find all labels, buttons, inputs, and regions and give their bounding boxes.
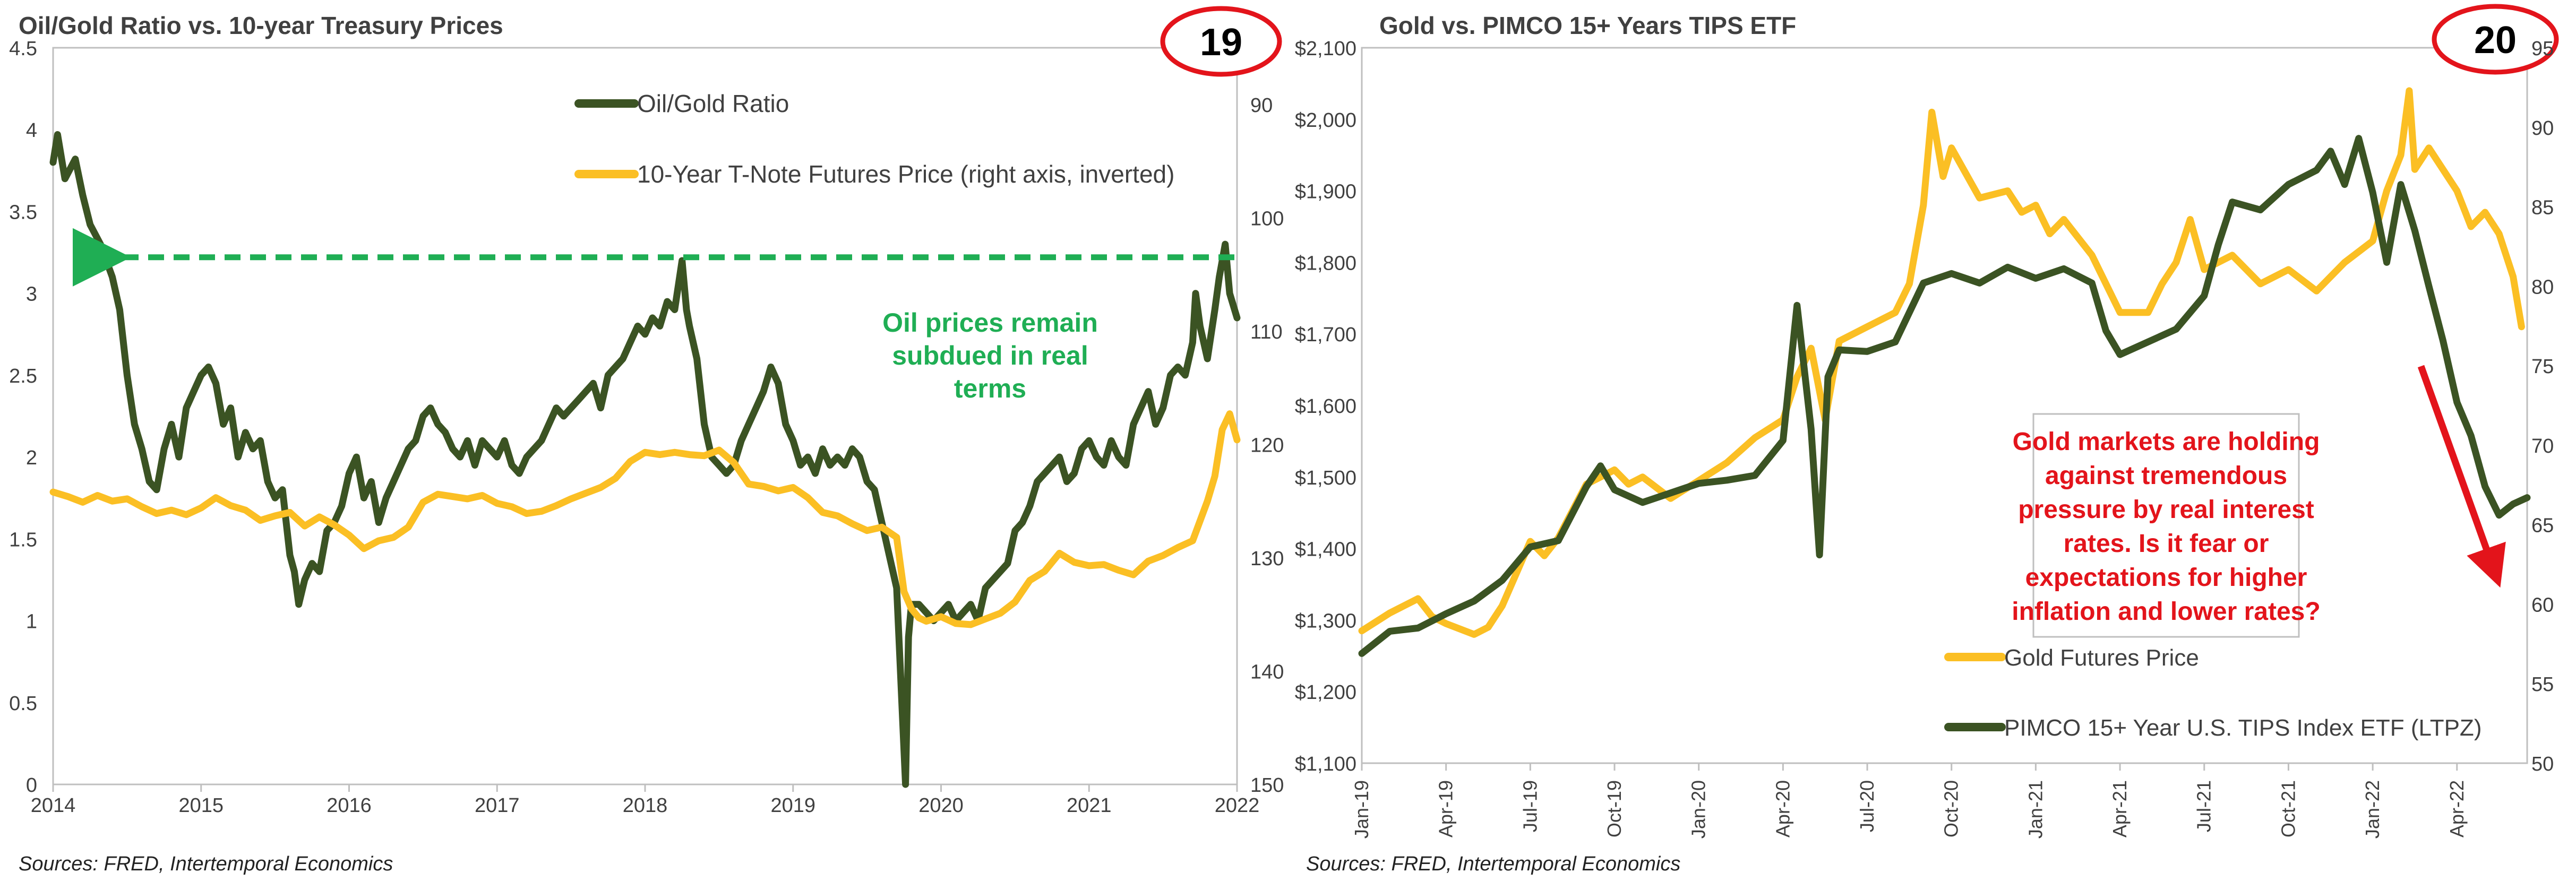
legend-label: 10-Year T-Note Futures Price (right axis… (637, 160, 1174, 188)
x-tick-label: Apr-20 (1772, 780, 1793, 837)
y-right-tick-label: 150 (1250, 774, 1284, 797)
x-tick-label: 2022 (1215, 794, 1260, 817)
chart-title: Gold vs. PIMCO 15+ Years TIPS ETF (1379, 12, 1796, 39)
annotation-text: rates. Is it fear or (2064, 530, 2269, 558)
x-tick-label: 2016 (327, 794, 372, 817)
annotation-text: inflation and lower rates? (2012, 598, 2320, 626)
x-tick-label: Jul-21 (2193, 780, 2215, 832)
chart19-chart: Oil/Gold Ratio vs. 10-year Treasury Pric… (9, 6, 1284, 817)
x-tick-label: Jul-19 (1519, 780, 1541, 832)
x-tick-label: 2015 (178, 794, 224, 817)
y-left-tick-label: 3 (26, 283, 37, 306)
y-right-tick-label: 55 (2531, 673, 2554, 696)
x-tick-label: 2014 (31, 794, 76, 817)
y-right-tick-label: 110 (1250, 321, 1283, 343)
y-left-tick-label: $1,100 (1295, 753, 1356, 775)
y-right-tick-label: 80 (2531, 276, 2554, 298)
y-left-tick-label: 1 (26, 611, 37, 633)
y-left-tick-label: $1,200 (1295, 681, 1356, 704)
x-tick-label: Apr-19 (1435, 780, 1457, 837)
y-left-tick-label: $1,900 (1295, 181, 1356, 203)
legend-label: PIMCO 15+ Year U.S. TIPS Index ETF (LTPZ… (2004, 715, 2481, 741)
badge-number: 20 (2474, 19, 2517, 62)
series-line-2 (1358, 135, 2531, 657)
badge-ring (1160, 6, 1282, 77)
x-tick-label: Oct-21 (2277, 780, 2299, 837)
y-left-tick-label: $1,500 (1295, 467, 1356, 489)
x-tick-label: 2019 (770, 794, 815, 817)
y-left-tick-label: 0 (26, 774, 37, 797)
y-left-tick-label: $1,600 (1295, 395, 1356, 418)
y-left-tick-label: 0.5 (9, 693, 37, 715)
y-right-tick-label: 50 (2531, 753, 2554, 775)
y-right-tick-label: 140 (1250, 661, 1284, 683)
x-tick-label: Jan-21 (2024, 780, 2046, 839)
badge-ring (2432, 4, 2559, 75)
y-right-tick-label: 120 (1250, 434, 1284, 456)
x-tick-label: Oct-19 (1603, 780, 1625, 837)
legend-label: Oil/Gold Ratio (637, 90, 789, 117)
x-tick-label: Jan-22 (2362, 780, 2383, 839)
x-tick-label: Jan-19 (1351, 780, 1372, 839)
annotation-text: Oil prices remain (882, 308, 1098, 338)
x-tick-label: 2018 (623, 794, 668, 817)
y-left-tick-label: 4.5 (9, 38, 37, 60)
series-line-2 (49, 410, 1241, 628)
annotation-text: terms (954, 374, 1026, 403)
y-left-tick-label: 1.5 (9, 529, 37, 551)
y-left-tick-label: 2.5 (9, 365, 37, 387)
trend-arrow (2417, 365, 2506, 588)
y-left-tick-label: 3.5 (9, 201, 37, 223)
right-sources: Sources: FRED, Intertemporal Economics (1306, 853, 1680, 875)
y-right-tick-label: 90 (1250, 94, 1273, 117)
x-tick-label: Apr-21 (2109, 780, 2131, 837)
y-right-tick-label: 60 (2531, 594, 2554, 616)
left-sources: Sources: FRED, Intertemporal Economics (19, 853, 393, 875)
y-left-tick-label: $1,300 (1295, 610, 1356, 632)
y-left-tick-label: $1,700 (1295, 324, 1356, 346)
y-right-tick-label: 85 (2531, 197, 2554, 219)
annotation-text: Gold markets are holding (2013, 428, 2320, 456)
y-right-tick-label: 95 (2531, 38, 2554, 60)
badge-number: 19 (1200, 21, 1242, 64)
y-right-tick-label: 100 (1250, 208, 1284, 230)
y-left-tick-label: $1,400 (1295, 539, 1356, 561)
annotation-text: subdued in real (892, 341, 1088, 370)
y-right-tick-label: 130 (1250, 548, 1284, 570)
y-left-tick-label: 4 (26, 119, 37, 142)
x-tick-label: 2021 (1067, 794, 1112, 817)
x-tick-label: Apr-22 (2446, 780, 2468, 837)
annotation-box (2032, 413, 2300, 638)
y-left-tick-label: $2,100 (1295, 38, 1356, 60)
y-left-tick-label: 2 (26, 447, 37, 469)
x-tick-label: Oct-20 (1940, 780, 1962, 837)
y-left-tick-label: $1,800 (1295, 252, 1356, 274)
plot-frame (1361, 47, 2528, 764)
chart20-chart: Gold vs. PIMCO 15+ Years TIPS ETF 20 $1,10… (1295, 4, 2559, 839)
y-left-tick-label: $2,000 (1295, 109, 1356, 132)
y-right-tick-label: 75 (2531, 356, 2554, 378)
y-right-tick-label: 90 (2531, 117, 2554, 140)
annotation-text: pressure by real interest (2018, 496, 2314, 524)
x-tick-label: 2017 (475, 794, 520, 817)
y-right-tick-label: 70 (2531, 435, 2554, 457)
x-tick-label: 2020 (918, 794, 964, 817)
annotation-text: against tremendous (2045, 462, 2287, 490)
series-line-1 (49, 131, 1241, 788)
legend-label: Gold Futures Price (2004, 645, 2199, 671)
annotation-text: expectations for higher (2025, 564, 2307, 592)
chart-title: Oil/Gold Ratio vs. 10-year Treasury Pric… (19, 12, 503, 39)
x-tick-label: Jul-20 (1856, 780, 1878, 832)
y-right-tick-label: 65 (2531, 515, 2554, 537)
x-tick-label: Jan-20 (1688, 780, 1710, 839)
